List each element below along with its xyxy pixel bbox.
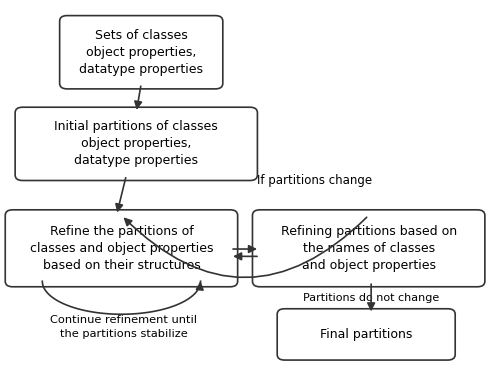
FancyBboxPatch shape (252, 210, 485, 287)
Text: Refining partitions based on
the names of classes
and object properties: Refining partitions based on the names o… (280, 225, 456, 272)
Text: Refine the partitions of
classes and object properties
based on their structures: Refine the partitions of classes and obj… (30, 225, 213, 272)
FancyBboxPatch shape (15, 107, 258, 180)
FancyBboxPatch shape (5, 210, 237, 287)
Text: Continue refinement until
the partitions stabilize: Continue refinement until the partitions… (50, 315, 198, 339)
FancyBboxPatch shape (60, 16, 223, 89)
Text: If partitions change: If partitions change (256, 174, 372, 187)
Text: Sets of classes
object properties,
datatype properties: Sets of classes object properties, datat… (79, 29, 203, 76)
Text: Final partitions: Final partitions (320, 328, 412, 341)
FancyBboxPatch shape (277, 309, 455, 360)
Text: Initial partitions of classes
object properties,
datatype properties: Initial partitions of classes object pro… (54, 121, 218, 167)
Text: Partitions do not change: Partitions do not change (303, 293, 440, 303)
